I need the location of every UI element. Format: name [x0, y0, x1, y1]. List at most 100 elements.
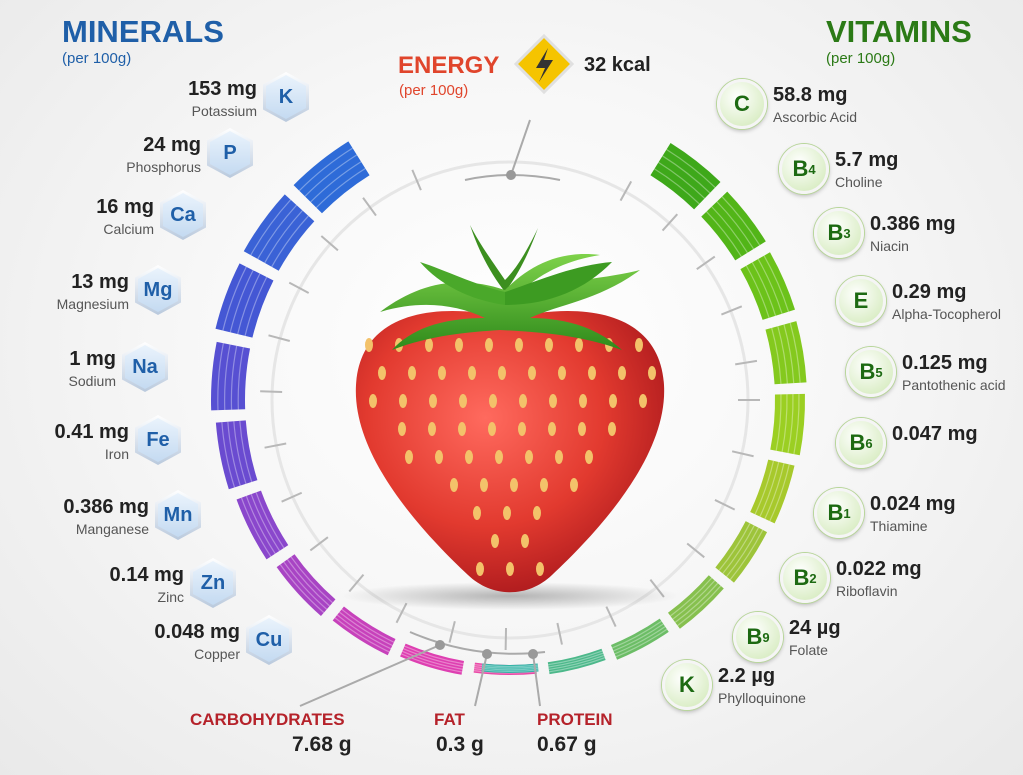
energy-title: ENERGY [398, 52, 500, 79]
vitamin-letter: B [746, 624, 763, 649]
arc-stripe [783, 324, 795, 384]
vitamins-title: VITAMINS [826, 14, 972, 49]
vitamin-arc-segment [715, 521, 768, 583]
vitamin-amount: 0.386 mg [870, 213, 956, 235]
arc-stripe [283, 561, 328, 610]
mineral-name: Zinc [157, 589, 184, 605]
mineral-name: Copper [194, 646, 240, 662]
arc-stripe [729, 529, 764, 581]
seed [473, 506, 481, 520]
mineral-name: Iron [104, 446, 129, 462]
seed [489, 394, 497, 408]
arc-stripe [264, 210, 303, 264]
arc-stripe [666, 148, 716, 188]
vitamin-amount: 58.8 mg [773, 84, 848, 106]
vitamin-subscript: 4 [808, 161, 816, 177]
arc-stripe [250, 493, 281, 552]
arc-stripe [279, 564, 325, 614]
arc-stripe [402, 650, 463, 670]
vitamin-name: Phylloquinone [718, 690, 806, 706]
arc-stripe [726, 527, 760, 577]
macro-value: 0.3 g [436, 733, 484, 756]
vitamin-name: Riboflavin [836, 583, 898, 599]
mineral-arc-segment [215, 420, 258, 490]
element-hex-icon: Zn [190, 558, 236, 608]
arc-stripe [789, 322, 801, 383]
seed [549, 394, 557, 408]
mineral-name: Magnesium [56, 296, 129, 312]
mineral-arc-segment [400, 643, 464, 675]
arc-stripe [764, 463, 785, 520]
seed [518, 422, 526, 436]
mineral-arc-segment [243, 194, 315, 271]
vitamin-letter: B [792, 156, 809, 181]
vitamin-badge-icon: K [662, 660, 712, 710]
arc-stripe [244, 276, 268, 337]
arc-stripe [548, 652, 604, 668]
arc-stripe [271, 215, 309, 268]
dial-tick [721, 305, 743, 316]
mineral-name: Calcium [103, 221, 154, 237]
vitamin-name: Folate [789, 642, 828, 658]
macro-name: CARBOHYDRATES [190, 710, 345, 729]
dial-tick [288, 281, 310, 294]
strawberry-illustration [355, 225, 665, 593]
element-symbol: Fe [138, 418, 178, 462]
seed [428, 422, 436, 436]
arc-stripe [221, 422, 236, 488]
mineral-arc-segment [236, 490, 289, 560]
element-symbol: Mg [138, 268, 178, 312]
vitamins-per-label: (per 100g) [826, 50, 896, 67]
arc-stripe [613, 623, 664, 652]
vitamin-amount: 0.047 mg [892, 423, 978, 445]
mineral-amount: 0.41 mg [54, 421, 129, 443]
arc-stripe [286, 559, 331, 607]
seed [578, 422, 586, 436]
vitamin-arc-segment [750, 459, 795, 524]
arc-stripe [662, 155, 711, 194]
element-hex-icon: Fe [135, 415, 181, 465]
seed [468, 366, 476, 380]
mineral-amount: 0.386 mg [63, 496, 149, 518]
seed [476, 562, 484, 576]
seed [503, 506, 511, 520]
arc-stripe [245, 495, 276, 554]
arc-stripe [677, 585, 722, 627]
arc-stripe [304, 154, 358, 197]
vitamin-badge-icon: E [836, 276, 886, 326]
arc-stripe [549, 657, 606, 673]
seed [465, 450, 473, 464]
vitamin-arc-segment [481, 663, 539, 673]
vitamin-letter: B [793, 565, 810, 590]
vitamin-badge-icon: C [717, 79, 767, 129]
seed [458, 422, 466, 436]
seed [506, 562, 514, 576]
mineral-amount: 0.048 mg [154, 621, 240, 643]
arc-stripe [658, 161, 706, 199]
vitamin-arc-segment [740, 252, 796, 320]
dial-tick [411, 169, 422, 191]
seed [639, 394, 647, 408]
arc-stripe [339, 611, 393, 647]
seed [455, 338, 463, 352]
vitamin-amount: 0.022 mg [836, 558, 922, 580]
energy-dot [506, 170, 516, 180]
arc-stripe [757, 258, 783, 314]
seed [570, 478, 578, 492]
vitamin-arc-segment [765, 321, 807, 385]
arc-stripe [763, 255, 790, 312]
arc-stripe [611, 620, 662, 649]
arc-stripe [290, 556, 333, 604]
arc-stripe [706, 211, 742, 257]
vitamin-amount: 0.024 mg [870, 493, 956, 515]
minerals-title: MINERALS [62, 14, 224, 49]
vitamin-subscript: 3 [843, 225, 851, 241]
seed [485, 338, 493, 352]
seed [536, 562, 544, 576]
dial-tick [260, 390, 283, 394]
dial-tick [362, 197, 377, 217]
